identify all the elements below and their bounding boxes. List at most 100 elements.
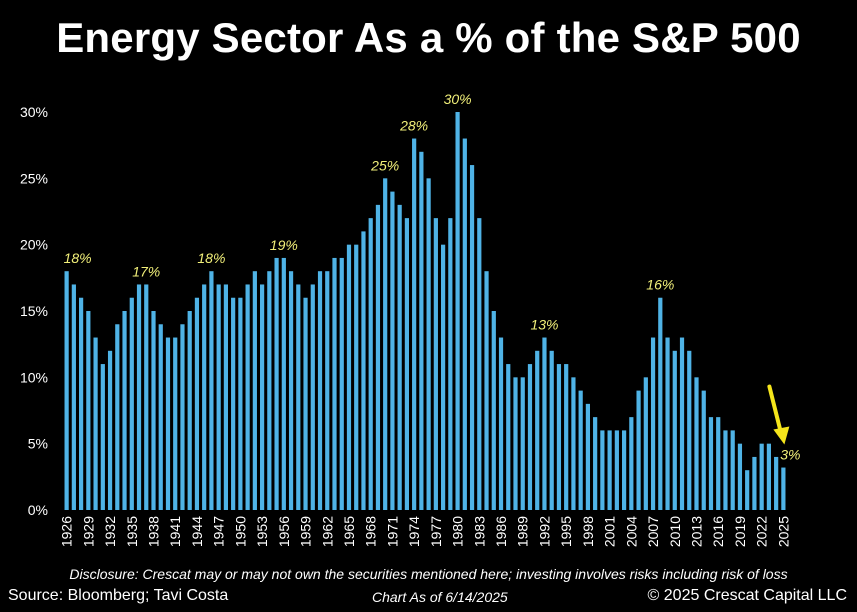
bar-1987 [506,364,511,510]
bar-1949 [231,297,236,510]
bar-1989 [520,377,525,510]
bar-1950 [238,297,243,510]
x-tick-label: 1932 [102,516,118,547]
bar-1967 [361,231,366,510]
chart-title: Energy Sector As a % of the S&P 500 [56,14,801,61]
x-tick-label: 2016 [710,516,726,547]
bar-1953 [260,284,265,510]
x-tick-label: 1953 [254,516,270,547]
bar-2009 [665,337,670,510]
bar-2024 [774,456,779,510]
bar-1951 [245,284,250,510]
bar-1952 [252,271,257,510]
bar-2023 [766,443,771,510]
bar-2003 [622,430,627,510]
x-tick-label: 1989 [515,516,531,547]
x-axis: 1926 1929 1932 1935 1938 1941 1944 1947 1950 1953… [59,516,792,547]
bar-1960 [310,284,315,510]
bar-2006 [643,377,648,510]
y-tick-label: 10% [20,369,48,385]
bar-1932 [107,350,113,510]
bar-2000 [600,430,605,510]
x-tick-label: 2013 [689,516,705,547]
bar-1935 [129,297,134,510]
annotation-label: 17% [132,263,160,279]
arrow-shaft [767,384,784,437]
bar-1926 [64,271,69,510]
x-tick-label: 1956 [276,516,292,547]
bar-2021 [752,456,757,510]
annotation-label: 30% [444,91,472,107]
annotation-label: 28% [399,118,428,134]
as-of-date: Chart As of 6/14/2025 [372,589,508,605]
x-tick-label: 2001 [602,516,618,547]
bar-1961 [317,271,323,510]
down-arrow-icon [767,384,790,445]
bar-1993 [549,350,554,510]
bar-1990 [527,364,533,510]
bar-1969 [375,204,381,510]
annotation-label: 3% [780,447,800,463]
bar-1984 [484,271,489,510]
bar-1945 [202,284,207,510]
bar-1988 [513,377,518,510]
bar-1931 [100,364,105,510]
x-tick-label: 1971 [384,516,400,547]
bar-1978 [441,244,446,510]
annotation-label: 13% [530,317,558,333]
bar-1929 [86,311,91,510]
x-tick-label: 1926 [59,516,75,547]
bar-1940 [165,337,171,510]
y-tick-label: 15% [20,303,48,319]
x-tick-label: 1998 [580,516,596,547]
y-tick-label: 30% [20,104,48,120]
bar-1948 [223,284,228,510]
bar-1938 [151,311,156,510]
bar-2014 [701,390,706,510]
bar-1927 [71,284,76,510]
bar-1979 [448,218,453,510]
x-tick-label: 1986 [493,516,509,547]
bar-1928 [79,297,84,510]
bar-1974 [412,138,417,511]
x-tick-label: 2019 [732,516,748,547]
bar-chart: 0% 5% 10% 15% 20% 25% 30% 1926 1929 1932 1935 1938… [20,91,801,547]
x-tick-label: 1938 [146,516,162,547]
y-tick-label: 20% [20,237,48,253]
annotation-label: 19% [270,237,298,253]
x-tick-label: 1929 [80,516,96,547]
bar-2019 [737,443,743,510]
bar-1957 [288,271,294,510]
bar-2020 [745,470,750,510]
bar-1963 [332,257,337,510]
bar-2012 [687,350,692,510]
bar-1936 [136,284,142,510]
bar-1998 [585,403,590,510]
x-tick-label: 1959 [298,516,314,547]
bar-1992 [542,337,547,510]
bar-1954 [267,271,272,510]
bar-1941 [173,337,178,510]
bar-1943 [187,311,192,510]
bar-1977 [433,218,438,510]
bar-1996 [571,377,576,510]
bar-1930 [93,337,98,510]
bar-1970 [383,178,388,511]
bar-1982 [469,165,475,511]
bar-1981 [462,138,467,511]
x-tick-label: 2007 [645,516,661,547]
annotations: 18% 17% 18% 19% 25% 28% 30% 13% 16% 3% [64,91,801,463]
bar-1972 [397,204,402,510]
bar-1958 [296,284,301,510]
bar-1994 [556,364,562,510]
bar-1944 [194,297,200,510]
x-tick-label: 1968 [363,516,379,547]
y-tick-label: 25% [20,170,48,186]
bar-1995 [564,364,569,510]
bar-1947 [216,284,221,510]
bar-1965 [346,244,352,510]
x-tick-label: 1947 [211,516,227,547]
x-tick-label: 1977 [428,516,444,547]
source-text: Source: Bloomberg; Tavi Costa [8,587,229,604]
bar-1939 [158,324,163,510]
